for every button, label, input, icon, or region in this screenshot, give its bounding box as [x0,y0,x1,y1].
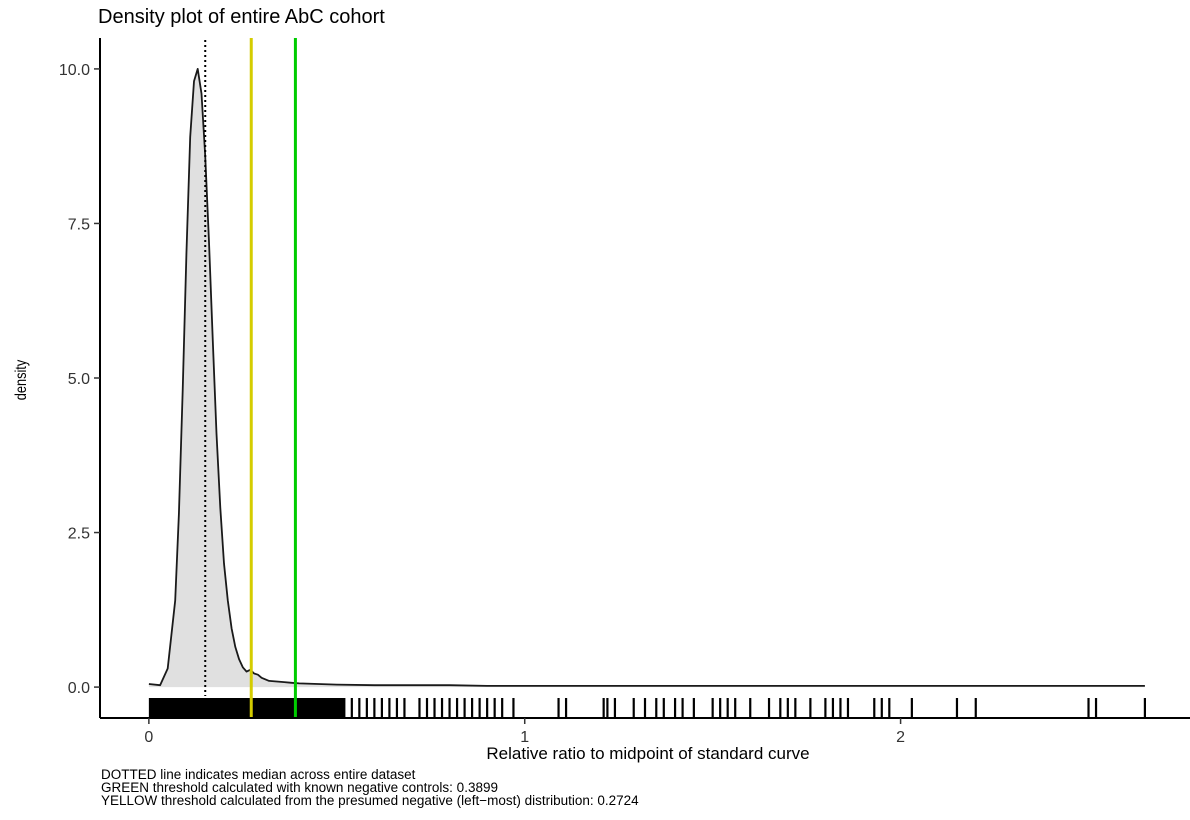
x-tick-label: 0 [144,729,153,746]
y-tick-label: 10.0 [59,62,90,79]
density-fill [148,68,1145,688]
y-tick-label: 2.5 [68,526,90,543]
y-tick-label: 0.0 [68,680,90,697]
caption-line-dotted: DOTTED line indicates median across enti… [101,767,416,782]
y-tick-label: 7.5 [68,216,90,233]
x-tick-label: 1 [520,729,529,746]
caption-line-green: GREEN threshold calculated with known ne… [101,780,498,795]
caption-line-yellow: YELLOW threshold calculated from the pre… [101,793,639,808]
x-tick-label: 2 [896,729,905,746]
chart-title: Density plot of entire AbC cohort [98,6,385,28]
rug-dense-block [148,698,345,718]
caption: DOTTED line indicates median across enti… [101,767,639,808]
density-curve [148,68,1145,687]
y-axis-label: density [13,359,31,400]
x-axis-label: Relative ratio to midpoint of standard c… [486,744,809,763]
y-tick-label: 5.0 [68,371,90,388]
